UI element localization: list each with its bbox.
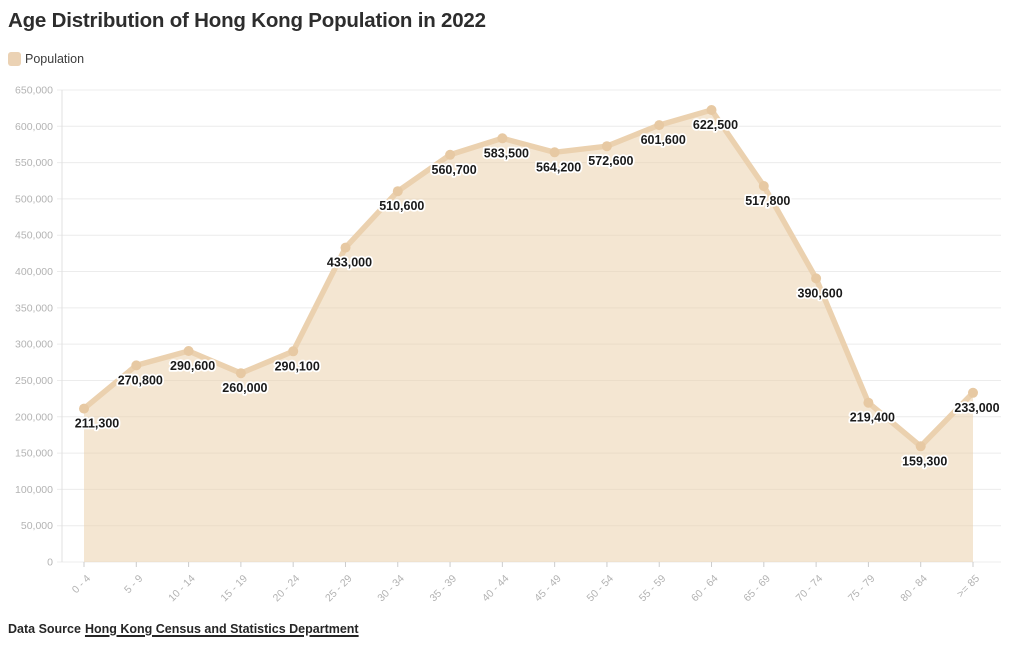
data-point-label: 622,500 (693, 118, 738, 132)
data-point-label: 159,300 (902, 454, 947, 468)
data-point-marker[interactable] (654, 120, 665, 131)
x-axis-tick-label: 25 - 29 (323, 573, 355, 605)
data-point-label: 290,100 (275, 359, 320, 373)
data-point-label: 560,700 (432, 163, 477, 177)
data-source: Data Source Hong Kong Census and Statisti… (8, 622, 359, 636)
y-axis-tick-label: 350,000 (15, 302, 53, 314)
data-point-marker[interactable] (706, 105, 717, 115)
series-line-population (81, 107, 976, 450)
x-axis-tick-label: 30 - 34 (375, 573, 407, 605)
x-axis-tick-label: 10 - 14 (166, 573, 198, 605)
y-axis-tick-label: 100,000 (15, 484, 53, 496)
legend-swatch-population (8, 52, 21, 66)
y-axis-tick-label: 400,000 (15, 266, 53, 278)
y-axis-tick-label: 50,000 (21, 520, 53, 532)
y-axis-tick-label: 450,000 (15, 230, 53, 242)
x-axis-tick-label: 75 - 79 (846, 573, 878, 605)
data-point-label: 572,600 (588, 154, 633, 168)
data-point-marker[interactable] (183, 346, 194, 356)
x-axis-tick-label: 70 - 74 (794, 573, 826, 605)
legend-label-population: Population (25, 52, 85, 66)
data-point-label: 517,800 (745, 194, 790, 208)
data-point-label: 564,200 (536, 160, 581, 174)
legend: Population (8, 52, 84, 66)
data-point-label: 510,600 (379, 199, 424, 213)
x-axis-tick-label: 15 - 19 (218, 573, 250, 605)
data-point-marker[interactable] (131, 360, 142, 371)
data-source-label: Data Source (8, 622, 81, 636)
data-point-marker[interactable] (497, 133, 508, 144)
data-point-label: 583,500 (484, 146, 529, 160)
data-point-marker[interactable] (392, 186, 403, 197)
data-point-marker[interactable] (601, 141, 612, 152)
data-point-marker[interactable] (863, 397, 874, 408)
y-axis-tick-label: 500,000 (15, 193, 53, 205)
x-axis-tick-label: 35 - 39 (428, 573, 460, 605)
y-axis-tick-label: 0 (47, 557, 53, 569)
x-axis-tick-label: >= 85 (955, 573, 983, 601)
area-fill (84, 110, 973, 562)
x-axis-tick-label: 0 - 4 (70, 573, 93, 596)
y-axis-tick-label: 250,000 (15, 375, 53, 387)
data-point-marker[interactable] (445, 149, 456, 160)
x-axis-tick-label: 50 - 54 (584, 573, 616, 605)
x-axis-tick-label: 20 - 24 (271, 573, 303, 605)
x-axis-tick-label: 65 - 69 (741, 573, 773, 605)
y-axis-tick-label: 650,000 (15, 85, 53, 97)
data-point-marker[interactable] (79, 403, 89, 414)
y-axis-tick-label: 150,000 (15, 448, 53, 460)
x-axis-tick-label: 60 - 64 (689, 573, 721, 605)
data-point-label: 219,400 (850, 411, 895, 425)
data-point-label: 211,300 (75, 417, 120, 431)
chart-title: Age Distribution of Hong Kong Population… (8, 9, 486, 32)
data-point-marker[interactable] (915, 441, 926, 452)
data-point-marker[interactable] (288, 346, 299, 357)
data-point-marker[interactable] (235, 368, 246, 379)
x-axis-tick-label: 55 - 59 (637, 573, 669, 605)
x-axis-tick-label: 5 - 9 (122, 573, 145, 596)
x-axis-tick-label: 40 - 44 (480, 573, 512, 605)
x-axis-tick-label: 80 - 84 (898, 573, 930, 605)
data-point-label: 390,600 (798, 286, 843, 300)
data-point-marker[interactable] (811, 273, 822, 284)
y-axis-tick-label: 200,000 (15, 411, 53, 423)
y-axis-tick-label: 600,000 (15, 121, 53, 133)
data-source-link[interactable]: Hong Kong Census and Statistics Departme… (84, 622, 359, 636)
y-axis-tick-label: 550,000 (15, 157, 53, 169)
y-axis-tick-label: 300,000 (15, 339, 53, 351)
data-point-label: 433,000 (327, 256, 372, 270)
data-point-label: 601,600 (641, 133, 686, 147)
data-point-label: 290,600 (170, 359, 215, 373)
data-point-label: 270,800 (118, 373, 163, 387)
data-point-label: 260,000 (222, 381, 267, 395)
data-point-marker[interactable] (549, 147, 560, 158)
data-point-marker[interactable] (968, 387, 978, 398)
x-axis-tick-label: 45 - 49 (532, 573, 564, 605)
data-point-marker[interactable] (758, 181, 769, 191)
data-point-marker[interactable] (340, 242, 351, 253)
data-point-label: 233,000 (954, 401, 999, 415)
